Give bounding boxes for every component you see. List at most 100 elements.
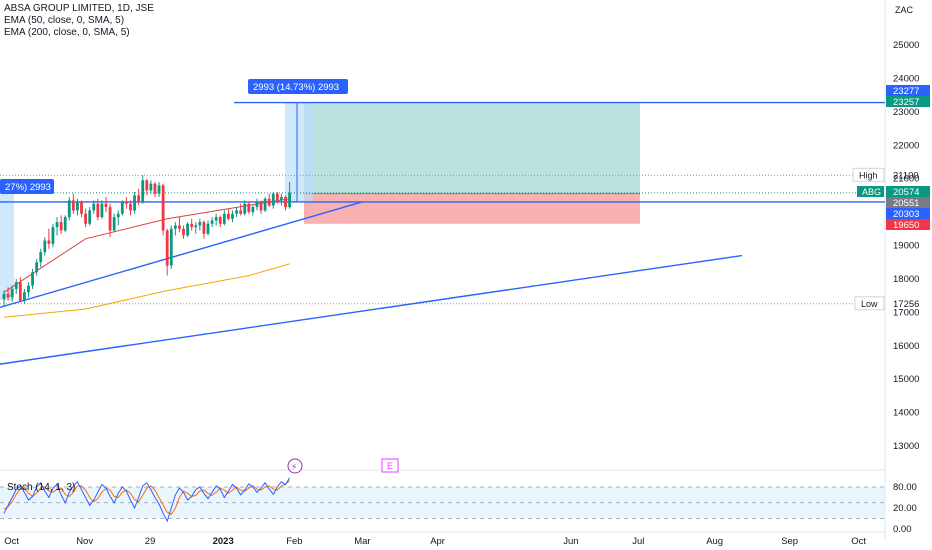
candle-body (284, 197, 287, 208)
candle-body (47, 240, 51, 244)
rising-trendline (0, 201, 363, 308)
currency-label: ZAC (895, 5, 914, 15)
candle-body (145, 180, 149, 191)
y-tick-label: 21000 (893, 174, 919, 185)
candle-body (55, 222, 59, 228)
candle-body (251, 207, 255, 213)
price-tag-label: 20303 (893, 209, 919, 220)
candle-body (43, 240, 47, 253)
price-tag-box (886, 186, 930, 197)
candle-body (231, 213, 234, 219)
candle-body (157, 185, 161, 194)
candle-body (210, 220, 214, 224)
y-tick-label: 22000 (893, 140, 919, 151)
candle-body (190, 223, 194, 228)
candle-body (178, 225, 181, 229)
candle-body (186, 223, 189, 236)
candle-body (202, 222, 206, 234)
candle-body (239, 210, 243, 214)
candle-body (116, 213, 120, 218)
candle-body (108, 207, 112, 231)
y-tick-label: 19000 (893, 241, 919, 252)
event-dividend-icon: ⚡ (291, 462, 297, 472)
y-tick-label: 25000 (893, 40, 919, 51)
candle-body (31, 272, 34, 286)
candle-body (271, 193, 275, 206)
candle-body (280, 197, 283, 201)
candle-body (133, 195, 136, 211)
low-value-label: 17256 (893, 299, 919, 310)
stoch-label: Stoch (14, 1, 3) (7, 482, 75, 493)
candle-body (222, 213, 226, 224)
candle-body (104, 203, 108, 208)
event-earnings-marker (381, 458, 399, 473)
candle-body (227, 213, 230, 219)
y-tick-label: 16000 (893, 341, 919, 352)
event-earnings-icon: E (387, 461, 393, 471)
price-tag-box (886, 197, 930, 208)
price-tag-label: 19650 (893, 220, 919, 231)
symbol-header: ABSA GROUP LIMITED, 1D, JSE (4, 3, 154, 14)
candle-body (63, 217, 67, 231)
low-tag-label: Low (861, 299, 878, 309)
candle-body (67, 200, 71, 218)
price-tag-label: 23257 (893, 97, 919, 108)
y-tick-label: 13000 (893, 441, 919, 452)
candle-body (153, 183, 157, 194)
x-tick-label: Feb (286, 536, 302, 547)
high-tag-box (852, 167, 885, 182)
range-highlight-left (0, 193, 14, 300)
candle-body (263, 198, 267, 211)
candle-body (2, 293, 6, 299)
y-tick-label: 15000 (893, 374, 919, 385)
x-tick-label: Nov (76, 536, 93, 547)
position-stop-zone (304, 193, 640, 224)
candle-body (27, 285, 30, 293)
x-tick-label: Oct (851, 536, 866, 547)
candle-body (129, 203, 132, 211)
candle-body (214, 217, 218, 221)
candle-body (165, 230, 169, 266)
candle-body (267, 198, 271, 206)
low-tag-box (854, 296, 885, 311)
candle-body (51, 227, 55, 244)
x-tick-label: 29 (145, 536, 156, 547)
candle-body (137, 195, 141, 203)
candle-body (76, 202, 79, 211)
candle-body (39, 252, 43, 263)
y-tick-label: 17000 (893, 307, 919, 318)
candle-body (198, 222, 202, 226)
ticker-tag-label: ABG (862, 187, 881, 197)
range-label-top: 2993 (14.73%) 2993 (253, 82, 339, 93)
candle-body (125, 202, 128, 204)
x-tick-label: Jun (563, 536, 578, 547)
x-tick-label: Mar (354, 536, 370, 547)
candle-body (243, 203, 247, 214)
candle-body (255, 202, 259, 208)
candle-body (6, 293, 10, 298)
candle-body (18, 282, 22, 301)
x-tick-label: 2023 (213, 536, 234, 547)
ema200-legend: EMA (200, close, 0, SMA, 5) (4, 27, 130, 38)
candle-body (112, 217, 116, 231)
y-tick-label: 23000 (893, 107, 919, 118)
high-tag-label: High (859, 170, 878, 180)
candle-body (235, 210, 238, 214)
y-tick-label: 18000 (893, 274, 919, 285)
y-tick-label: 14000 (893, 408, 919, 419)
candle-body (169, 228, 173, 266)
ema50-line (3, 198, 290, 293)
candle-body (206, 223, 210, 234)
candle-body (10, 288, 14, 298)
candle-body (100, 203, 104, 218)
price-tag-label: 23277 (893, 86, 919, 97)
candle-body (120, 202, 124, 214)
price-tag-box (886, 96, 930, 107)
candle-body (59, 222, 63, 231)
candle-body (247, 203, 251, 213)
candle-body (80, 202, 83, 214)
x-tick-label: Aug (706, 536, 723, 547)
range-label-top-box (248, 79, 348, 94)
